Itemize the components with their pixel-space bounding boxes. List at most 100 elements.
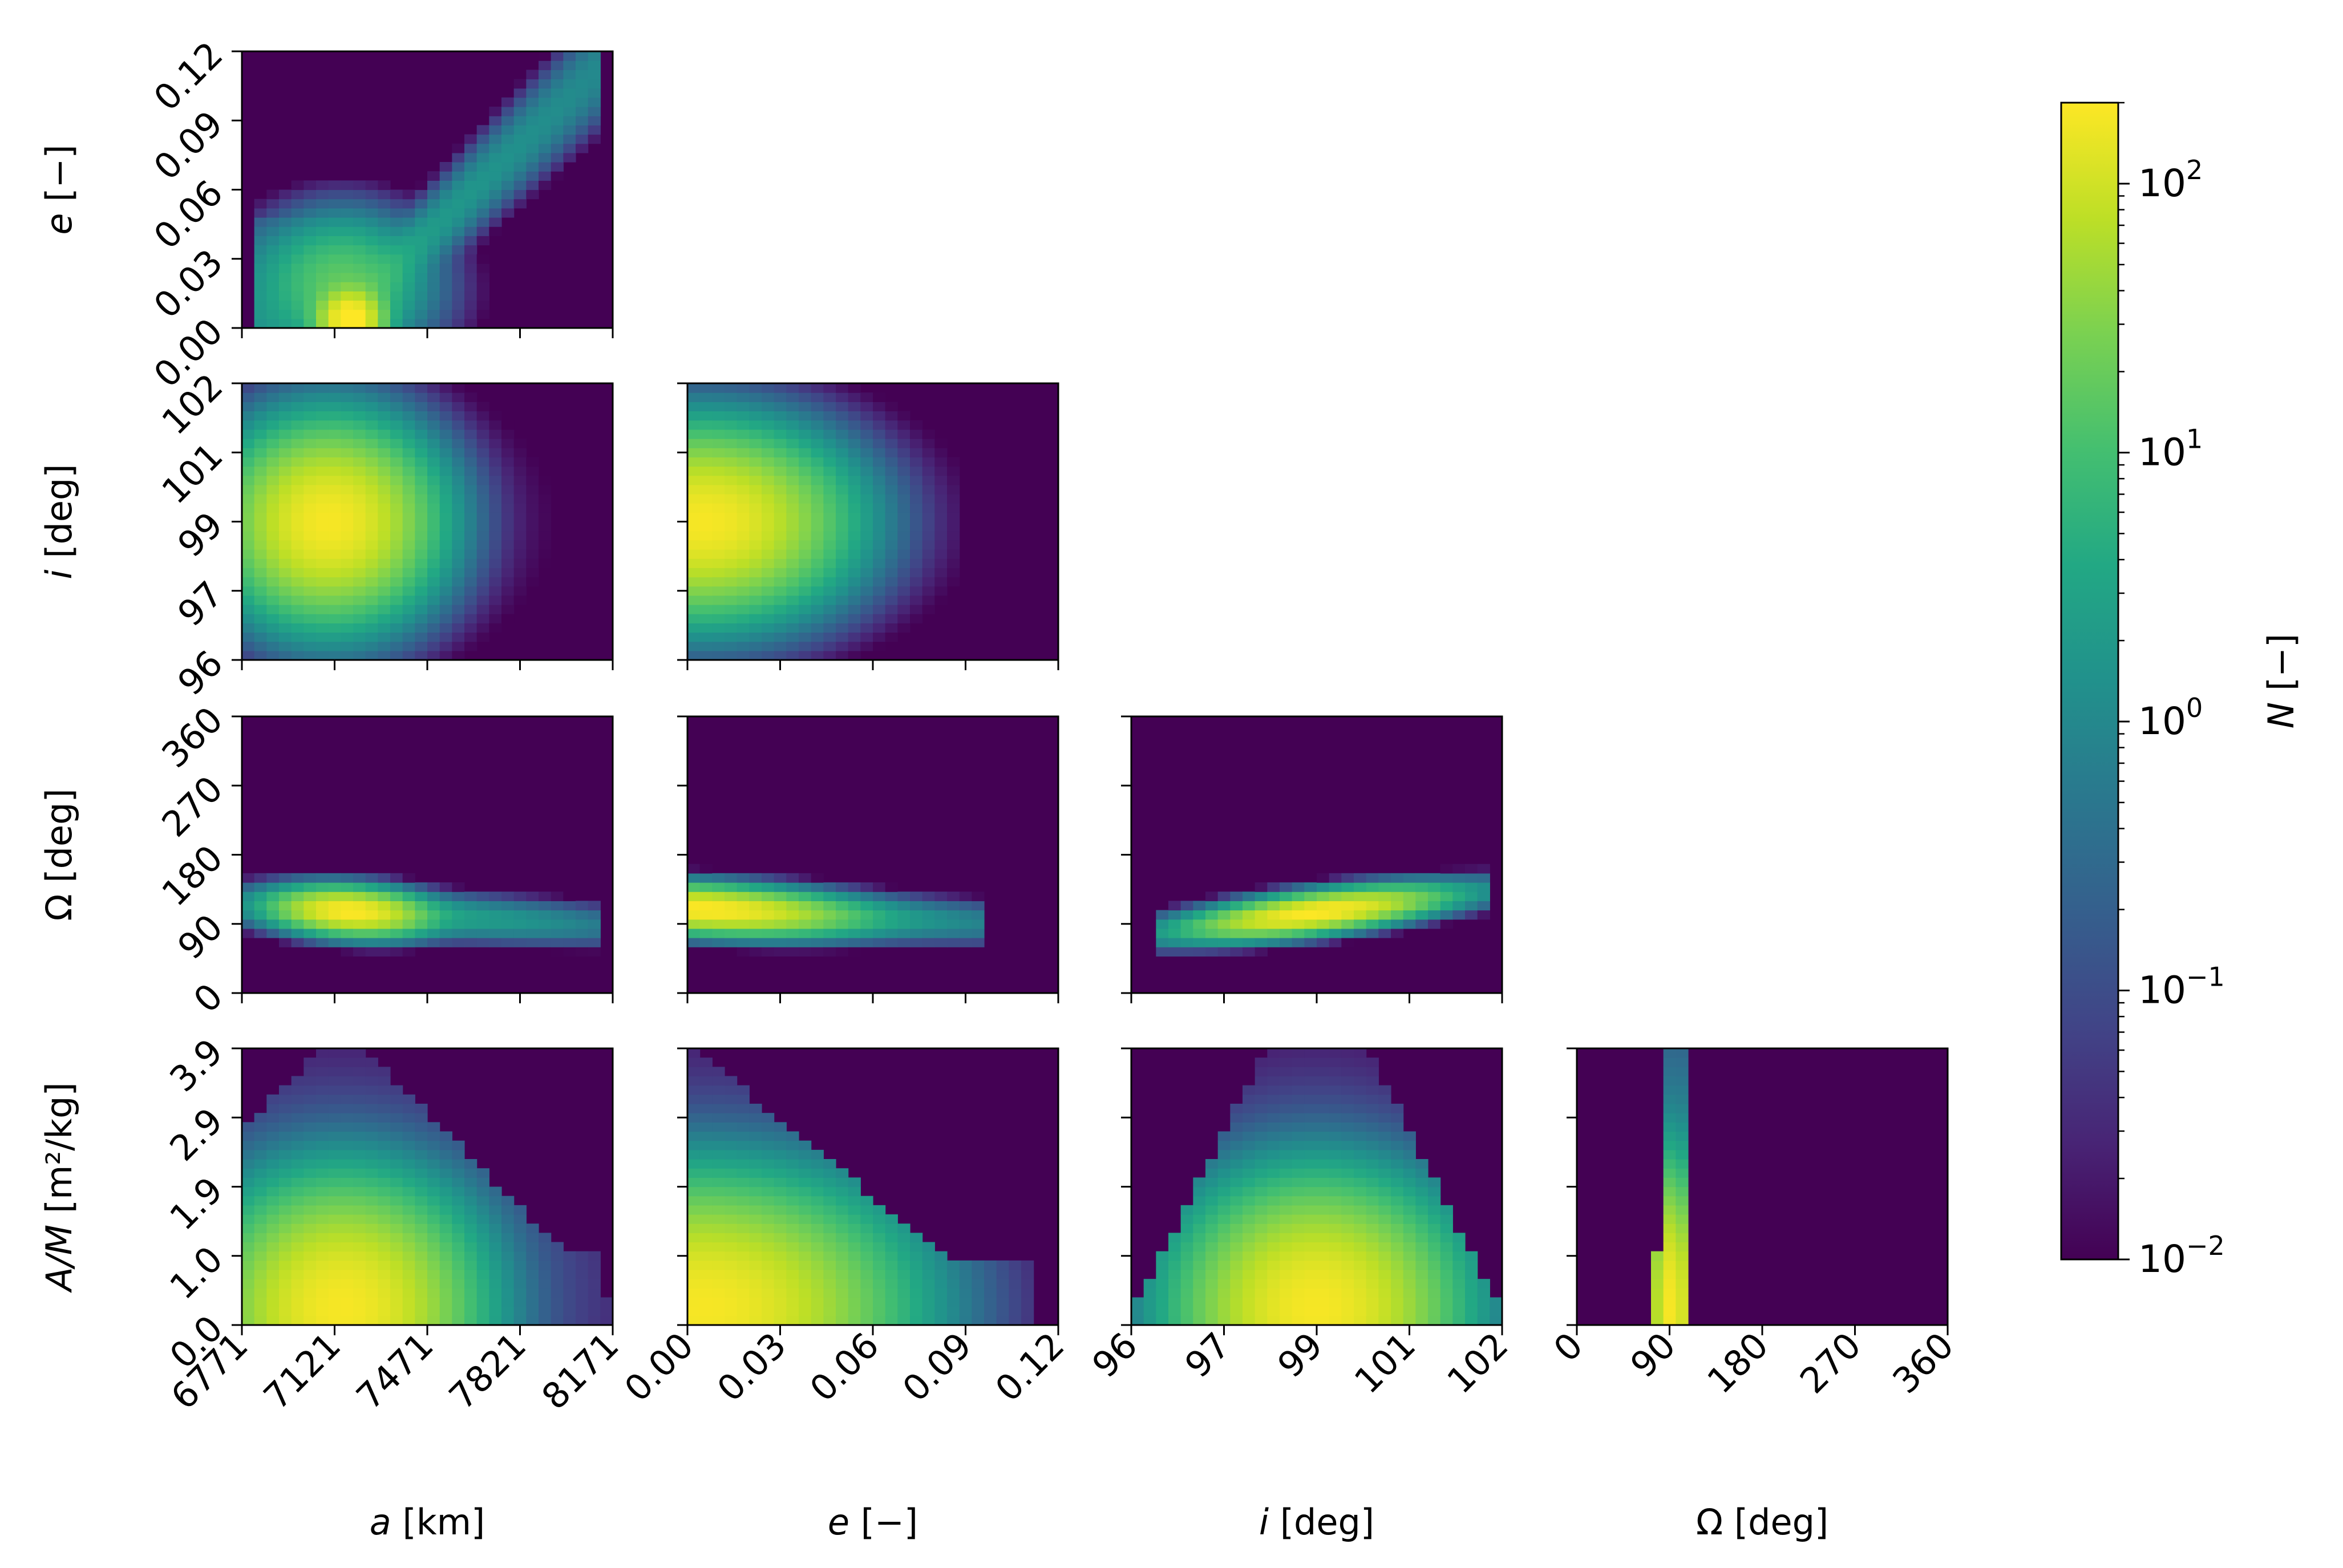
bin-cell xyxy=(439,1186,452,1197)
bin-cell xyxy=(725,420,738,430)
bin-cell xyxy=(1205,1315,1219,1326)
bin-cell xyxy=(476,919,489,929)
bin-cell xyxy=(390,300,403,310)
bin-cell xyxy=(242,503,255,513)
bin-cell xyxy=(1243,1094,1256,1104)
bin-cell xyxy=(254,1288,267,1298)
bin-cell xyxy=(526,189,539,200)
bin-cell xyxy=(823,429,836,439)
bin-cell xyxy=(1317,1223,1330,1233)
bin-cell xyxy=(316,938,329,947)
bin-cell xyxy=(328,623,341,633)
bin-cell xyxy=(811,540,824,550)
bin-cell xyxy=(242,1223,255,1233)
bin-cell xyxy=(316,1085,329,1095)
bin-cell xyxy=(848,632,861,642)
bin-cell xyxy=(316,1196,329,1206)
bin-cell xyxy=(1168,910,1181,920)
bin-cell xyxy=(922,1297,935,1307)
bin-cell xyxy=(378,512,391,522)
bin-cell xyxy=(1255,919,1268,929)
bin-cell xyxy=(291,873,304,883)
bin-cell xyxy=(341,1177,354,1188)
bin-cell xyxy=(341,1104,354,1113)
bin-cell xyxy=(551,134,564,144)
bin-cell xyxy=(1341,919,1354,929)
bin-cell xyxy=(897,420,911,430)
bin-cell xyxy=(712,892,725,901)
bin-cell xyxy=(873,910,886,920)
bin-cell xyxy=(774,1140,787,1150)
bin-cell xyxy=(378,291,391,301)
bin-cell xyxy=(464,512,477,522)
bin-cell xyxy=(1403,1251,1416,1261)
bin-cell xyxy=(712,383,725,393)
bin-cell xyxy=(476,420,489,430)
bin-cell xyxy=(266,457,280,467)
bin-cell xyxy=(1193,1251,1206,1261)
bin-cell xyxy=(823,641,836,651)
bin-cell xyxy=(254,1214,267,1224)
bin-cell xyxy=(749,1260,762,1270)
bin-cell xyxy=(687,466,701,476)
bin-cell xyxy=(291,420,304,430)
bin-cell xyxy=(848,882,861,892)
bin-cell xyxy=(836,457,849,467)
bin-cell xyxy=(452,1196,465,1206)
bin-cell xyxy=(415,1131,428,1141)
bin-cell xyxy=(353,484,366,495)
bin-cell xyxy=(242,558,255,568)
bin-cell xyxy=(476,448,489,457)
bin-cell xyxy=(254,1233,267,1243)
bin-cell xyxy=(427,512,440,522)
bin-cell xyxy=(513,125,527,135)
bin-cell xyxy=(353,429,366,439)
bin-cell xyxy=(823,650,836,661)
bin-cell xyxy=(725,1205,738,1215)
bin-cell xyxy=(1243,1149,1256,1160)
bin-cell xyxy=(749,540,762,550)
bin-cell xyxy=(476,429,489,439)
bin-cell xyxy=(1403,1288,1416,1298)
bin-cell xyxy=(885,411,898,421)
bin-cell xyxy=(316,1113,329,1123)
bin-cell xyxy=(1280,1094,1293,1104)
bin-cell xyxy=(774,882,787,892)
bin-cell xyxy=(476,1168,489,1178)
bin-cell xyxy=(576,88,589,98)
bin-cell xyxy=(1304,919,1317,929)
bin-cell xyxy=(439,198,452,209)
bin-cell xyxy=(353,466,366,476)
bin-cell xyxy=(452,402,465,412)
bin-cell xyxy=(749,1177,762,1188)
bin-cell xyxy=(563,1270,576,1279)
bin-cell xyxy=(365,1094,378,1104)
bin-cell xyxy=(848,521,861,532)
bin-cell xyxy=(464,1242,477,1252)
bin-cell xyxy=(328,245,341,255)
bin-cell xyxy=(699,1177,713,1188)
bin-cell xyxy=(774,429,787,439)
bin-cell xyxy=(304,1223,317,1233)
bin-cell xyxy=(513,466,527,476)
bin-cell xyxy=(513,586,527,596)
bin-cell xyxy=(427,1168,440,1178)
bin-cell xyxy=(762,1159,775,1169)
bin-cell xyxy=(291,558,304,568)
bin-cell xyxy=(390,1242,403,1252)
bin-cell xyxy=(860,512,873,522)
bin-cell xyxy=(836,521,849,532)
bin-cell xyxy=(1477,1306,1490,1316)
bin-cell xyxy=(378,1149,391,1160)
bin-cell xyxy=(1230,901,1243,911)
bin-cell xyxy=(774,1196,787,1206)
bin-cell xyxy=(254,1297,267,1307)
bin-cell xyxy=(1193,1177,1206,1188)
bin-cell xyxy=(1304,1196,1317,1206)
bin-cell xyxy=(749,1306,762,1316)
bin-cell xyxy=(774,530,787,541)
bin-cell xyxy=(1267,1094,1280,1104)
bin-cell xyxy=(501,466,515,476)
bin-cell xyxy=(576,60,589,70)
bin-cell xyxy=(1230,1122,1243,1132)
